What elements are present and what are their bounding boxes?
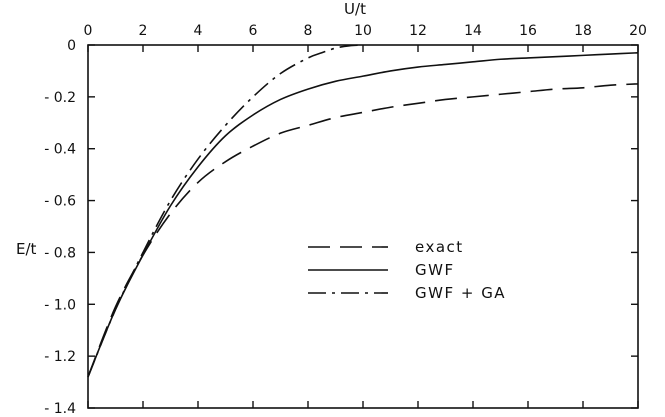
legend-label: GWF + GA <box>415 284 506 302</box>
series-line-gwf <box>87 51 639 378</box>
x-tick-label: 2 <box>139 23 148 39</box>
y-tick-label: - 0.2 <box>44 90 76 106</box>
plot-frame <box>87 44 639 409</box>
x-tick-label: 16 <box>519 23 537 39</box>
x-tick-label: 8 <box>304 23 313 39</box>
x-tick-label: 18 <box>574 23 592 39</box>
x-tick-label: 0 <box>84 23 93 39</box>
y-tick-label: - 1.2 <box>44 349 76 365</box>
x-axis-title: U/t <box>344 0 366 18</box>
y-tick-label: - 0.4 <box>44 142 76 158</box>
legend: exact GWF GWF + GA <box>308 238 506 302</box>
y-axis-title: E/t <box>16 240 37 258</box>
x-tick-label: 12 <box>409 23 427 39</box>
y-tick-label: - 1.4 <box>44 401 76 417</box>
y-tick-label: 0 <box>67 38 76 54</box>
x-tick-label: 20 <box>629 23 647 39</box>
y-tick-label: - 0.6 <box>44 194 76 210</box>
series-line-gwf-ga <box>87 44 364 378</box>
tick-labels: 0 2 4 6 8 10 12 14 16 18 20 0 - 0.2 - 0.4 - 0.6 - 0.8 - … <box>44 23 647 417</box>
y-tick-label: - 0.8 <box>44 245 76 261</box>
series-line-exact <box>87 83 639 378</box>
x-tick-label: 10 <box>354 23 372 39</box>
x-tick-label: 14 <box>464 23 482 39</box>
series-layer <box>87 44 639 378</box>
legend-label: exact <box>415 238 464 256</box>
x-tick-label: 6 <box>249 23 258 39</box>
y-tick-label: - 1.0 <box>44 297 76 313</box>
tick-marks <box>87 44 639 409</box>
legend-label: GWF <box>415 261 455 279</box>
x-tick-label: 4 <box>194 23 203 39</box>
